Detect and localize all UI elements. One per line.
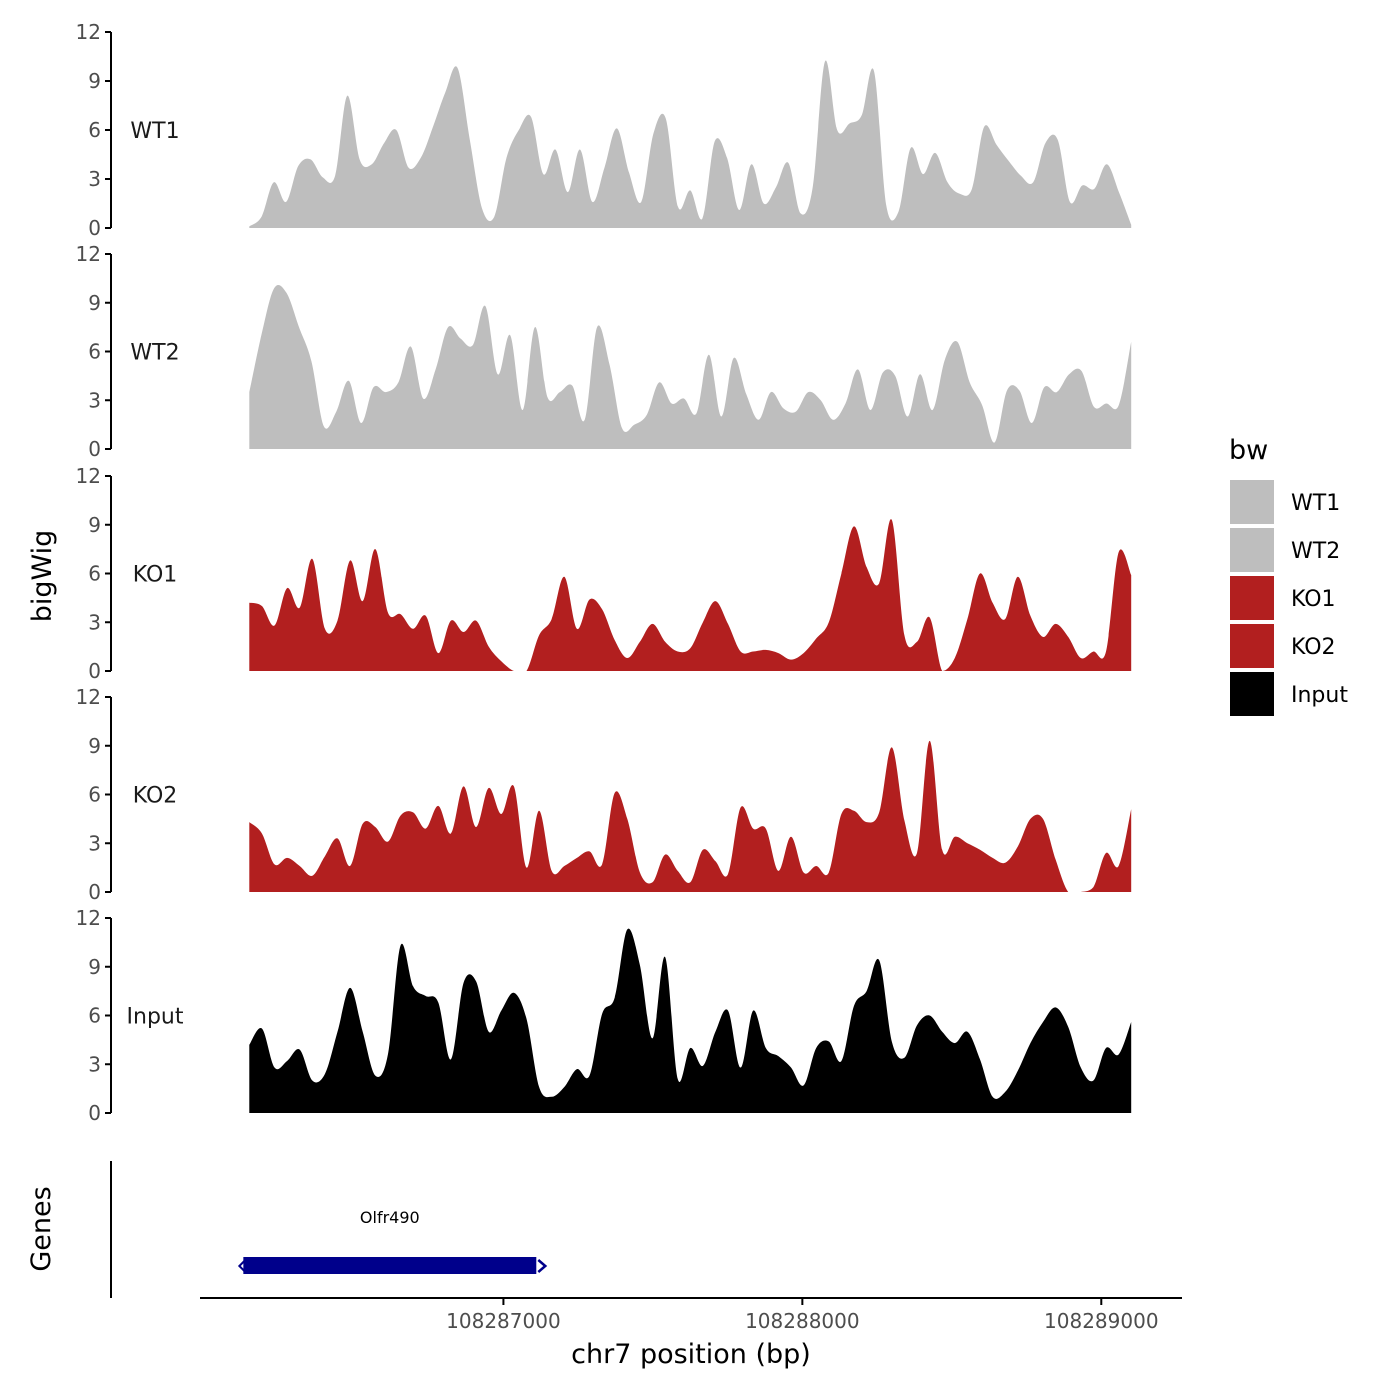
x-tick-label: 108288000 [745, 1309, 860, 1333]
legend-swatch [1230, 672, 1274, 716]
legend-item-wt2: WT2 [1230, 528, 1340, 572]
y-tick-label: 3 [88, 610, 101, 634]
y-tick-label: 0 [88, 880, 101, 904]
gene-olfr490: Olfr490 [237, 1208, 548, 1274]
y-tick-label: 0 [88, 1101, 101, 1125]
y-tick-label: 6 [88, 118, 101, 142]
y-tick-label: 12 [76, 685, 101, 709]
x-tick-label: 108289000 [1044, 1309, 1159, 1333]
y-tick-label: 9 [88, 513, 101, 537]
y-tick-label: 9 [88, 69, 101, 93]
track-label-wt1: WT1 [130, 119, 179, 144]
gene-track: Genes Olfr490 [26, 1161, 548, 1298]
signal-area-wt2 [249, 284, 1132, 449]
y-tick-label: 3 [88, 388, 101, 412]
signal-area-ko2 [249, 740, 1132, 892]
gene-body [243, 1257, 537, 1274]
track-label-wt2: WT2 [130, 341, 179, 366]
gene-label: Olfr490 [360, 1208, 420, 1227]
legend-title: bw [1229, 435, 1268, 466]
x-tick-label: 108287000 [446, 1309, 561, 1333]
y-tick-label: 9 [88, 955, 101, 979]
legend-swatch [1230, 528, 1274, 572]
genes-axis-title: Genes [26, 1186, 57, 1271]
y-tick-label: 12 [76, 20, 101, 44]
y-tick-label: 0 [88, 437, 101, 461]
y-tick-label: 3 [88, 831, 101, 855]
y-tick-label: 9 [88, 734, 101, 758]
legend-label: Input [1291, 683, 1348, 708]
track-wt1: 0 3 6 9 12 WT1 [76, 20, 1132, 240]
track-input: 0 3 6 9 12 Input [76, 906, 1132, 1125]
legend: bw WT1 WT2 KO1 KO2 Input [1229, 435, 1348, 716]
y-tick-label: 6 [88, 783, 101, 807]
track-ko2: 0 3 6 9 12 KO2 [76, 685, 1132, 904]
track-ko1: 0 3 6 9 12 KO1 [76, 464, 1132, 683]
signal-area-wt1 [249, 60, 1132, 229]
x-axis-title: chr7 position (bp) [571, 1339, 811, 1370]
track-label-ko2: KO2 [133, 784, 178, 809]
track-label-input: Input [127, 1005, 184, 1030]
y-tick-label: 6 [88, 1004, 101, 1028]
y-tick-label: 0 [88, 659, 101, 683]
gene-strand-arrow [537, 1259, 548, 1273]
legend-swatch [1230, 576, 1274, 620]
legend-label: KO2 [1291, 635, 1336, 660]
legend-item-input: Input [1230, 672, 1348, 716]
x-axis: chr7 position (bp) 108287000 108288000 108… [200, 1297, 1182, 1370]
legend-label: KO1 [1291, 587, 1336, 612]
y-tick-label: 9 [88, 291, 101, 315]
y-tick-label: 12 [76, 906, 101, 930]
y-tick-label: 12 [76, 464, 101, 488]
legend-swatch [1230, 480, 1274, 524]
y-tick-label: 0 [88, 216, 101, 240]
y-tick-label: 3 [88, 1052, 101, 1076]
signal-area-input [249, 928, 1132, 1113]
y-tick-label: 12 [76, 242, 101, 266]
y-axis-title: bigWig [27, 530, 58, 623]
track-label-ko1: KO1 [133, 563, 178, 588]
y-tick-label: 6 [88, 562, 101, 586]
signal-area-ko1 [249, 519, 1132, 671]
legend-item-ko2: KO2 [1230, 624, 1336, 668]
legend-item-wt1: WT1 [1230, 480, 1340, 524]
gene-start-cap [237, 1260, 246, 1272]
legend-item-ko1: KO1 [1230, 576, 1336, 620]
track-wt2: 0 3 6 9 12 WT2 [76, 242, 1132, 461]
legend-swatch [1230, 624, 1274, 668]
y-tick-label: 6 [88, 340, 101, 364]
legend-label: WT2 [1291, 539, 1340, 564]
y-tick-label: 3 [88, 167, 101, 191]
signal-tracks: 0 3 6 9 12 WT1 0 3 6 9 12 WT2 0 3 6 9 12 KO1 0 3 6 9 12 KO2 0 3 6 9… [76, 20, 1132, 1125]
legend-label: WT1 [1291, 491, 1340, 516]
